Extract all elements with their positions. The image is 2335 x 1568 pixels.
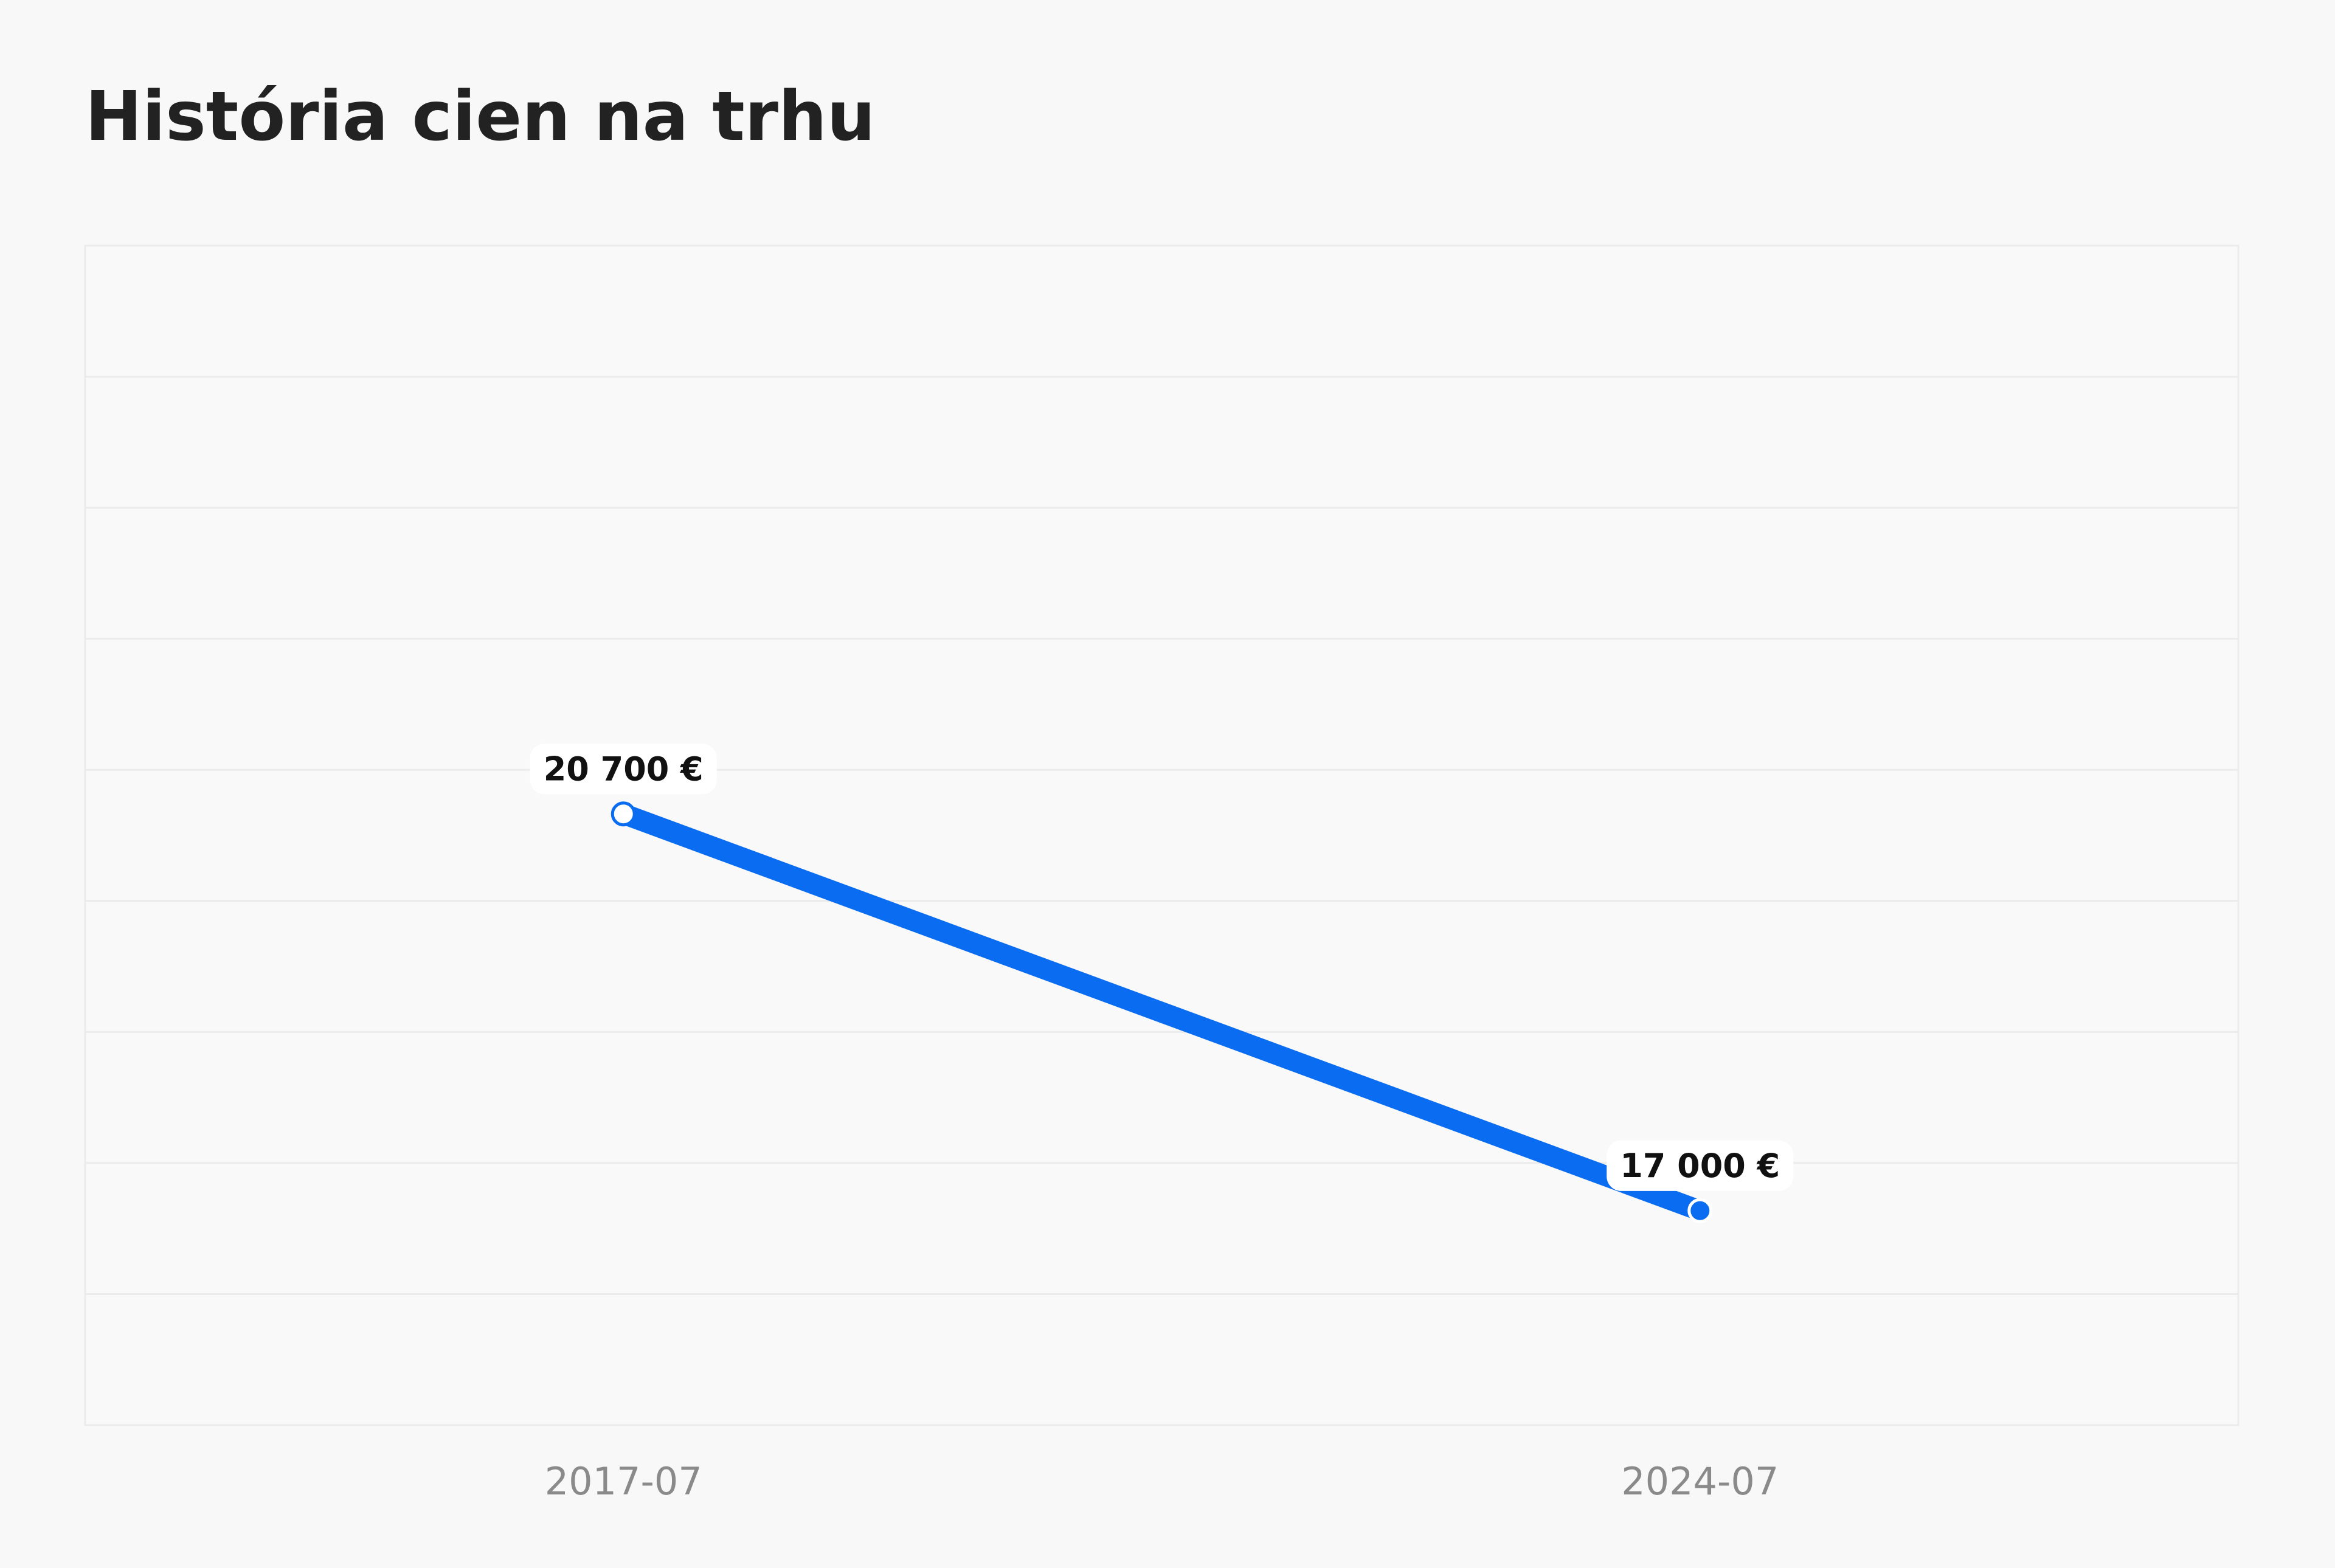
point bbox=[1687, 1198, 1713, 1223]
chart-title: História cien na trhu bbox=[85, 77, 875, 156]
point bbox=[611, 801, 636, 827]
x-tick-label: 2017-07 bbox=[545, 1459, 702, 1504]
plot-area bbox=[84, 244, 2240, 1426]
line bbox=[613, 803, 1711, 1221]
value-label: 20 700 € bbox=[544, 750, 704, 788]
value-label-bg bbox=[1607, 1140, 1794, 1191]
value-label-bg bbox=[530, 744, 717, 795]
x-tick-label: 2024-07 bbox=[1621, 1459, 1779, 1504]
value-label: 17 000 € bbox=[1620, 1147, 1780, 1185]
